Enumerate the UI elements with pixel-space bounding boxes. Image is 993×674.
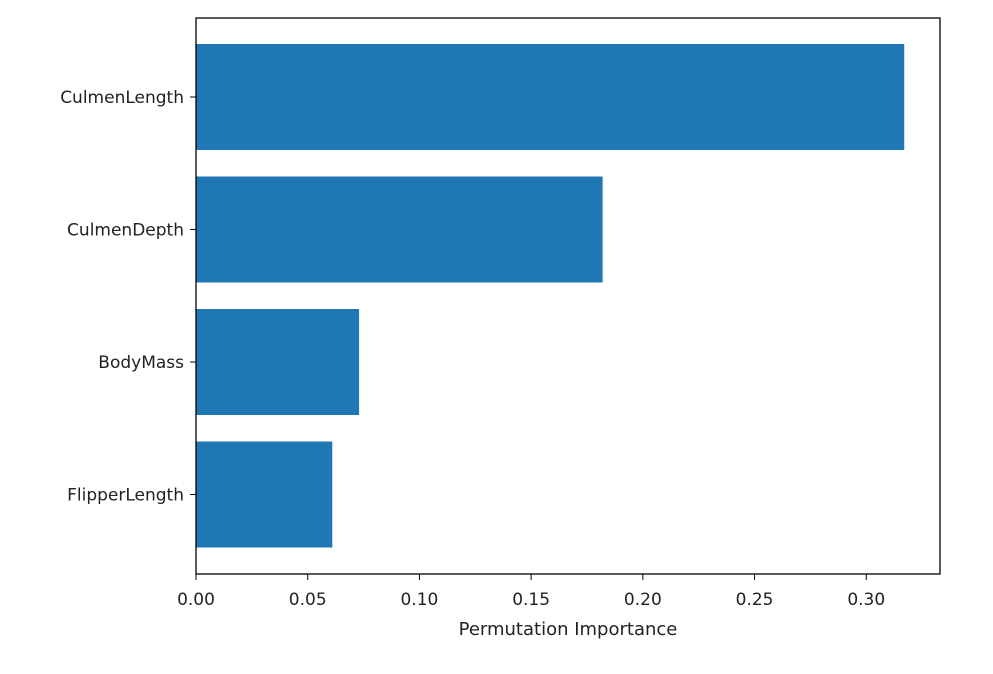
bar-BodyMass [196, 309, 360, 415]
y-tick-label: FlipperLength [67, 486, 184, 506]
bar-CulmenDepth [196, 176, 603, 283]
x-tick-label: 0.25 [736, 590, 774, 610]
y-axis-ticks: CulmenLength CulmenDepth BodyMass FlipperLe… [60, 88, 196, 506]
x-tick-label: 0.05 [289, 590, 327, 610]
x-tick-label: 0.30 [847, 590, 885, 610]
x-axis-label: Permutation Importance [459, 619, 678, 640]
bar-CulmenLength [196, 44, 905, 150]
x-tick-label: 0.15 [512, 590, 550, 610]
y-tick-label: BodyMass [98, 353, 184, 373]
bars-group [196, 44, 905, 548]
bar-FlipperLength [196, 441, 333, 548]
plot-frame [195, 17, 941, 575]
x-tick-label: 0.00 [177, 590, 215, 610]
y-tick-label: CulmenDepth [67, 221, 184, 241]
x-tick-label: 0.20 [624, 590, 662, 610]
x-tick-label: 0.10 [400, 590, 438, 610]
y-tick-label: CulmenLength [60, 88, 184, 108]
x-axis-ticks: 0.00 0.05 0.10 0.15 0.20 0.25 0.30 [177, 574, 885, 610]
